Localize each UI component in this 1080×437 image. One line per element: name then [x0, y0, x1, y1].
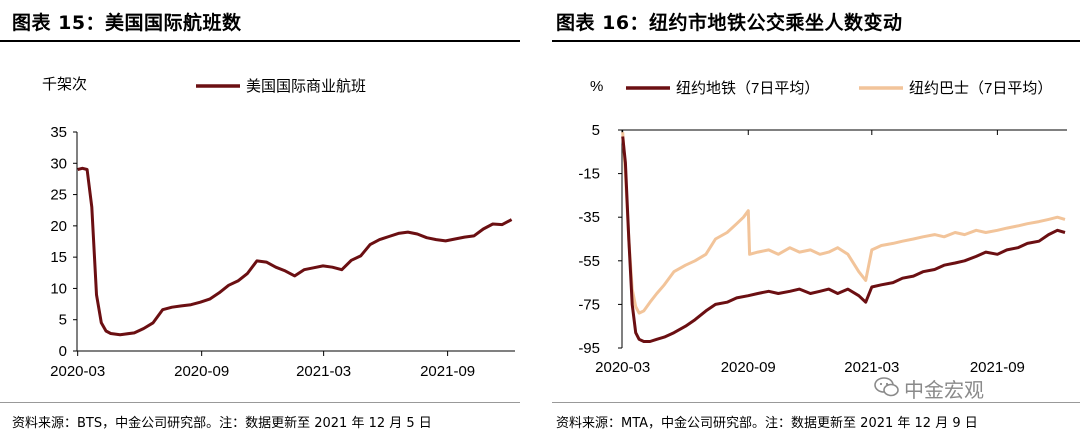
right-x-tick-label: 2020-03	[595, 359, 650, 376]
left-y-tick-label: 20	[50, 218, 67, 235]
right-x-tick-label: 2020-09	[721, 359, 776, 376]
left-y-tick-label: 10	[50, 280, 67, 297]
right-source-rule	[552, 402, 1080, 403]
left-x-tick-label: 2020-03	[50, 363, 105, 380]
wechat-icon	[874, 377, 899, 397]
left-y-tick-label: 30	[50, 155, 67, 172]
right-x-tick-label: 2021-03	[844, 359, 899, 376]
left-source-note: 资料来源：BTS，中金公司研究部。注：数据更新至 2021 年 12 月 5 日	[12, 416, 432, 431]
left-x-tick-label: 2021-09	[420, 363, 475, 380]
left-y-tick-label: 0	[59, 343, 67, 360]
right-y-tick-label: -95	[578, 340, 600, 357]
watermark-text: 中金宏观	[904, 378, 984, 402]
right-y-tick-label: -75	[578, 296, 600, 313]
left-y-tick-label: 15	[50, 249, 67, 266]
left-chart-title: 图表 15：美国国际航班数	[12, 12, 242, 34]
right-y-tick-label: -15	[578, 166, 600, 183]
left-title-rule	[0, 40, 520, 42]
right-chart: % 纽约地铁（7日平均） 纽约巴士（7日平均） 5 -15 -35 -55 -75 -95 202…	[578, 78, 1067, 376]
left-chart: 千架次 美国国际商业航班 0 5 10 15 20 25 30 35 2020-03 2020-09 2…	[42, 76, 515, 380]
right-legend-label-2: 纽约巴士（7日平均）	[909, 80, 1052, 97]
right-source-note: 资料来源：MTA，中金公司研究部。注：数据更新至 2021 年 12 月 9 日	[556, 416, 978, 431]
left-legend-label: 美国国际商业航班	[246, 78, 366, 95]
right-unit-label: %	[590, 78, 603, 95]
left-y-tick-label: 5	[59, 312, 67, 329]
right-y-tick-label: -35	[578, 209, 600, 226]
right-legend-label-1: 纽约地铁（7日平均）	[676, 80, 819, 97]
right-title-rule	[552, 40, 1080, 42]
right-y-tick-label: -55	[578, 253, 600, 270]
right-chart-title: 图表 16：纽约市地铁公交乘坐人数变动	[556, 12, 903, 34]
left-source-rule	[0, 402, 520, 403]
left-y-tick-label: 25	[50, 187, 67, 204]
left-y-tick-label: 35	[50, 124, 67, 141]
right-series-line-1	[621, 136, 1066, 343]
right-series-line-2	[621, 132, 1066, 315]
left-unit-label: 千架次	[42, 76, 87, 93]
left-x-tick-label: 2020-09	[174, 363, 229, 380]
right-y-tick-label: 5	[592, 122, 600, 139]
left-series-line	[77, 166, 513, 337]
left-x-tick-label: 2021-03	[296, 363, 351, 380]
right-x-tick-label: 2021-09	[970, 359, 1025, 376]
